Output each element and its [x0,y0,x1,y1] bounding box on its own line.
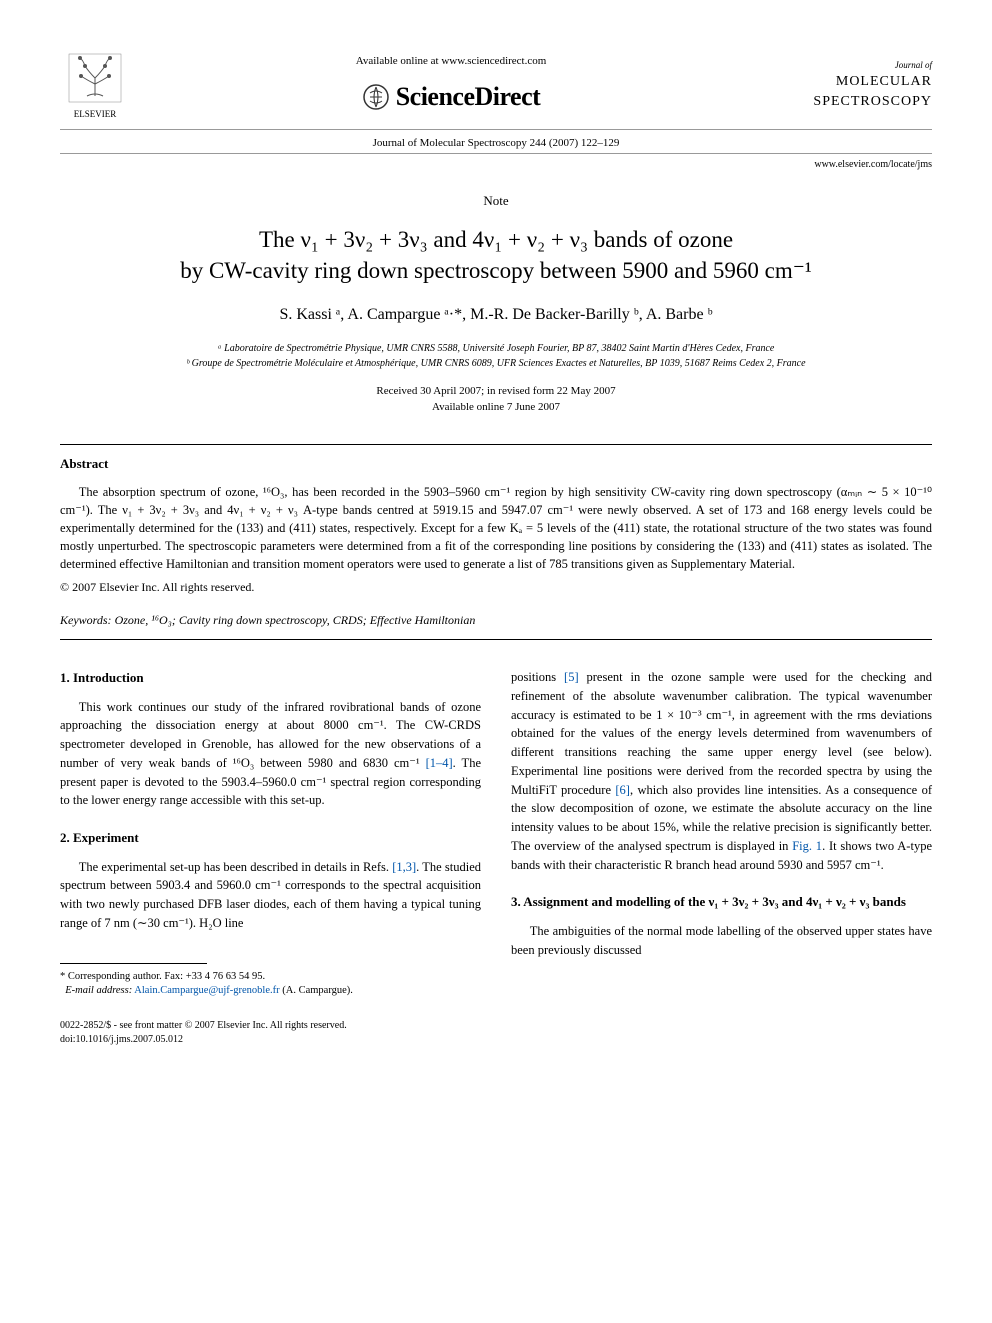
keywords-line: Keywords: Ozone, ¹⁶O₃; Cavity ring down … [60,612,932,629]
affiliation-a: ᵃ Laboratoire de Spectrométrie Physique,… [60,341,932,356]
introduction-paragraph: This work continues our study of the inf… [60,698,481,811]
journal-name-line2: SPECTROSCOPY [772,92,932,112]
title-line-2: by CW-cavity ring down spectroscopy betw… [180,258,812,283]
citation-link[interactable]: [6] [615,783,630,797]
locate-url: www.elsevier.com/locate/jms [60,153,932,172]
right-column-continuation: positions [5] present in the ozone sampl… [511,668,932,874]
citation-link[interactable]: [1,3] [392,860,416,874]
left-column: 1. Introduction This work continues our … [60,668,481,1047]
header-center: Available online at www.sciencedirect.co… [130,54,772,117]
sciencedirect-icon [362,83,390,111]
abstract-heading: Abstract [60,455,932,473]
email-line: E-mail address: Alain.Campargue@ujf-gren… [60,984,481,999]
affiliations: ᵃ Laboratoire de Spectrométrie Physique,… [60,341,932,371]
footnote-rule [60,963,207,964]
abstract-text: The absorption spectrum of ozone, ¹⁶O₃, … [60,483,932,574]
authors-line: S. Kassi ᵃ, A. Campargue ᵃ·*, M.-R. De B… [60,304,932,326]
abstract-top-rule [60,444,932,445]
assignment-heading: 3. Assignment and modelling of the ν₁ + … [511,892,932,912]
right-column: positions [5] present in the ozone sampl… [511,668,932,1047]
online-date: Available online 7 June 2007 [60,399,932,416]
citation-line: Journal of Molecular Spectroscopy 244 (2… [60,136,932,151]
abstract-paragraph: The absorption spectrum of ozone, ¹⁶O₃, … [60,483,932,574]
received-date: Received 30 April 2007; in revised form … [60,383,932,400]
keywords-text: Ozone, ¹⁶O₃; Cavity ring down spectrosco… [112,613,476,627]
doi-line: doi:10.1016/j.jms.2007.05.012 [60,1033,481,1047]
experiment-heading: 2. Experiment [60,828,481,848]
article-title: The ν₁ + 3ν₂ + 3ν₃ and 4ν₁ + ν₂ + ν₃ ban… [60,224,932,286]
article-dates: Received 30 April 2007; in revised form … [60,383,932,416]
citation-link[interactable]: [1–4] [426,756,453,770]
keywords-label: Keywords: [60,613,112,627]
journal-small-label: Journal of [772,59,932,72]
sciencedirect-text: ScienceDirect [396,79,541,115]
front-matter-line: 0022-2852/$ - see front matter © 2007 El… [60,1019,481,1033]
available-online-text: Available online at www.sciencedirect.co… [130,54,772,69]
title-line-1: The ν₁ + 3ν₂ + 3ν₃ and 4ν₁ + ν₂ + ν₃ ban… [259,227,733,252]
journal-name-line1: MOLECULAR [772,72,932,92]
email-author-name: (A. Campargue). [280,985,353,996]
elsevier-tree-icon [65,50,125,106]
introduction-heading: 1. Introduction [60,668,481,688]
note-label: Note [60,192,932,210]
corresponding-footnote: * Corresponding author. Fax: +33 4 76 63… [60,970,481,999]
assignment-paragraph: The ambiguities of the normal mode label… [511,922,932,960]
corresponding-author-line: * Corresponding author. Fax: +33 4 76 63… [60,970,481,985]
journal-title-box: Journal of MOLECULAR SPECTROSCOPY [772,59,932,111]
affiliation-b: ᵇ Groupe de Spectrométrie Moléculaire et… [60,356,932,371]
citation-link[interactable]: [5] [564,670,579,684]
abstract-copyright: © 2007 Elsevier Inc. All rights reserved… [60,579,932,596]
body-two-column: 1. Introduction This work continues our … [60,668,932,1047]
experiment-paragraph: The experimental set-up has been describ… [60,858,481,933]
email-address[interactable]: Alain.Campargue@ujf-grenoble.fr [134,985,279,996]
page-header: ELSEVIER Available online at www.science… [60,50,932,130]
elsevier-label: ELSEVIER [60,108,130,121]
abstract-bottom-rule [60,639,932,640]
sciencedirect-logo: ScienceDirect [362,79,541,115]
figure-link[interactable]: Fig. 1 [792,839,822,853]
email-label: E-mail address: [65,985,132,996]
footer-meta: 0022-2852/$ - see front matter © 2007 El… [60,1019,481,1047]
elsevier-logo: ELSEVIER [60,50,130,121]
